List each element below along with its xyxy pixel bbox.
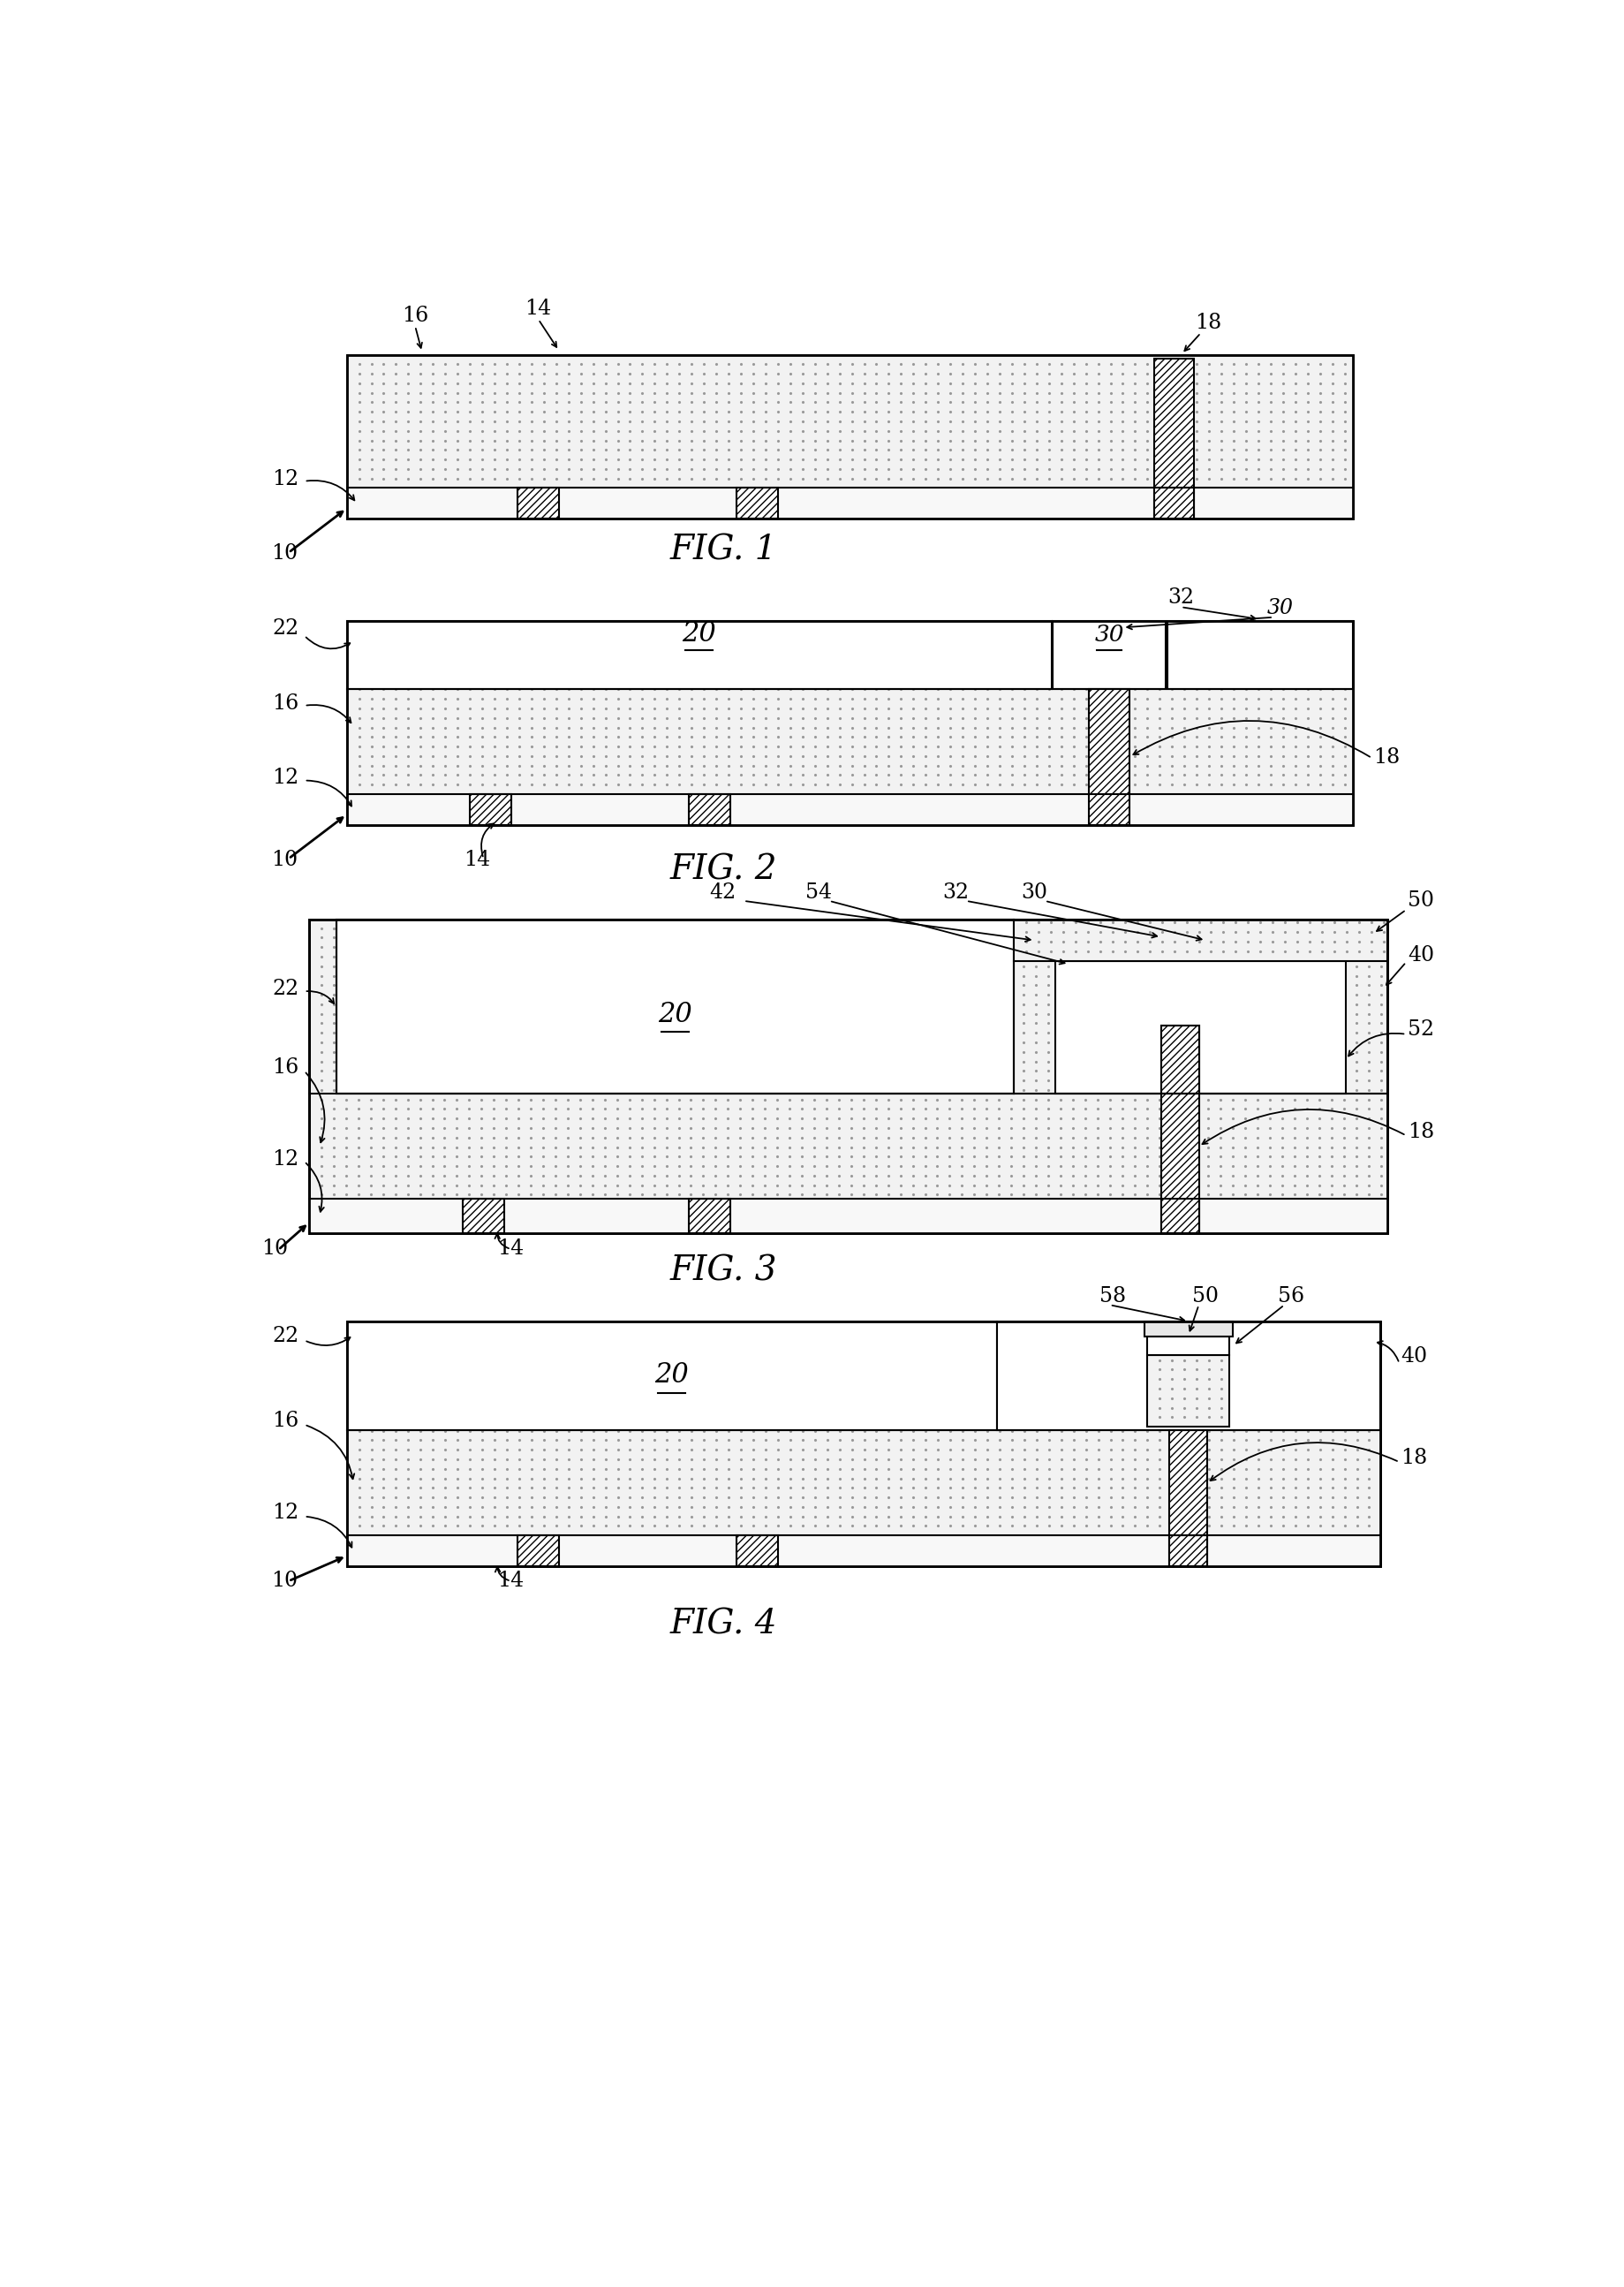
Text: 20: 20: [658, 1002, 692, 1029]
Text: 16: 16: [273, 1057, 299, 1077]
Bar: [309, 1198, 1387, 1233]
Bar: [346, 688, 1353, 794]
Bar: [1143, 1322, 1233, 1336]
Bar: [336, 919, 1387, 1093]
Text: 50: 50: [1408, 890, 1434, 910]
Bar: [737, 1535, 778, 1567]
Bar: [346, 1535, 1380, 1567]
Bar: [689, 794, 729, 826]
Bar: [1155, 487, 1194, 519]
Text: 56: 56: [1278, 1285, 1304, 1306]
Bar: [469, 794, 512, 826]
Text: 40: 40: [1408, 945, 1434, 965]
Text: 18: 18: [1400, 1448, 1427, 1468]
Bar: [1161, 1198, 1199, 1233]
Bar: [346, 354, 1353, 519]
Text: FIG. 1: FIG. 1: [669, 533, 776, 567]
Bar: [346, 354, 1353, 519]
Text: 22: 22: [273, 979, 299, 999]
Bar: [346, 794, 1353, 826]
Text: 14: 14: [463, 848, 490, 869]
Bar: [1052, 620, 1166, 688]
Bar: [463, 1198, 503, 1233]
Bar: [1168, 620, 1353, 688]
Bar: [997, 1322, 1380, 1429]
Bar: [1169, 1535, 1207, 1567]
Bar: [336, 919, 1013, 1093]
Text: 18: 18: [1408, 1121, 1434, 1141]
Text: 10: 10: [271, 544, 299, 565]
Text: 22: 22: [273, 617, 299, 638]
Text: 18: 18: [1195, 313, 1223, 332]
Bar: [346, 1322, 1380, 1567]
Text: 40: 40: [1400, 1347, 1427, 1365]
Bar: [346, 354, 1353, 487]
Bar: [1013, 919, 1387, 961]
Text: 54: 54: [806, 883, 831, 903]
Bar: [1148, 1336, 1229, 1356]
Text: FIG. 2: FIG. 2: [669, 853, 776, 885]
Bar: [346, 620, 1353, 826]
Text: 22: 22: [273, 1326, 299, 1347]
Text: 10: 10: [271, 848, 299, 869]
Text: 52: 52: [1408, 1020, 1434, 1041]
Bar: [1148, 1356, 1229, 1427]
Text: 14: 14: [525, 300, 552, 318]
Text: 42: 42: [710, 883, 737, 903]
Bar: [309, 919, 1387, 1233]
Text: 32: 32: [1168, 588, 1194, 608]
Bar: [518, 1535, 559, 1567]
Text: 32: 32: [942, 883, 970, 903]
Bar: [1161, 1025, 1199, 1093]
Text: 16: 16: [273, 1411, 299, 1432]
Bar: [1088, 688, 1130, 826]
Bar: [1155, 359, 1194, 519]
Text: 10: 10: [271, 1571, 299, 1592]
Text: 30: 30: [1267, 597, 1293, 617]
Bar: [346, 1429, 1380, 1535]
Text: FIG. 3: FIG. 3: [669, 1256, 776, 1288]
Text: 18: 18: [1374, 748, 1400, 768]
Bar: [689, 1198, 729, 1233]
Bar: [1161, 1025, 1199, 1233]
Text: 12: 12: [273, 469, 299, 489]
Text: 10: 10: [261, 1240, 287, 1260]
Text: 12: 12: [273, 768, 299, 789]
Text: 30: 30: [1021, 883, 1047, 903]
Text: 20: 20: [654, 1361, 689, 1388]
Text: 12: 12: [273, 1503, 299, 1523]
Text: 30: 30: [1095, 624, 1124, 645]
Text: 50: 50: [1192, 1285, 1218, 1306]
Bar: [346, 1322, 997, 1429]
Bar: [1169, 1429, 1207, 1567]
Bar: [309, 919, 1387, 1233]
Bar: [346, 620, 1052, 688]
Text: 16: 16: [273, 693, 299, 714]
Bar: [1056, 961, 1346, 1093]
Bar: [518, 487, 559, 519]
Text: FIG. 4: FIG. 4: [669, 1608, 776, 1642]
Bar: [346, 487, 1353, 519]
Text: 16: 16: [401, 306, 429, 325]
Text: 14: 14: [497, 1571, 525, 1592]
Text: 58: 58: [1099, 1285, 1125, 1306]
Bar: [346, 620, 1353, 826]
Bar: [346, 1322, 1380, 1567]
Text: 14: 14: [497, 1240, 525, 1260]
Text: 20: 20: [682, 620, 716, 647]
Bar: [737, 487, 778, 519]
Text: 12: 12: [273, 1148, 299, 1169]
